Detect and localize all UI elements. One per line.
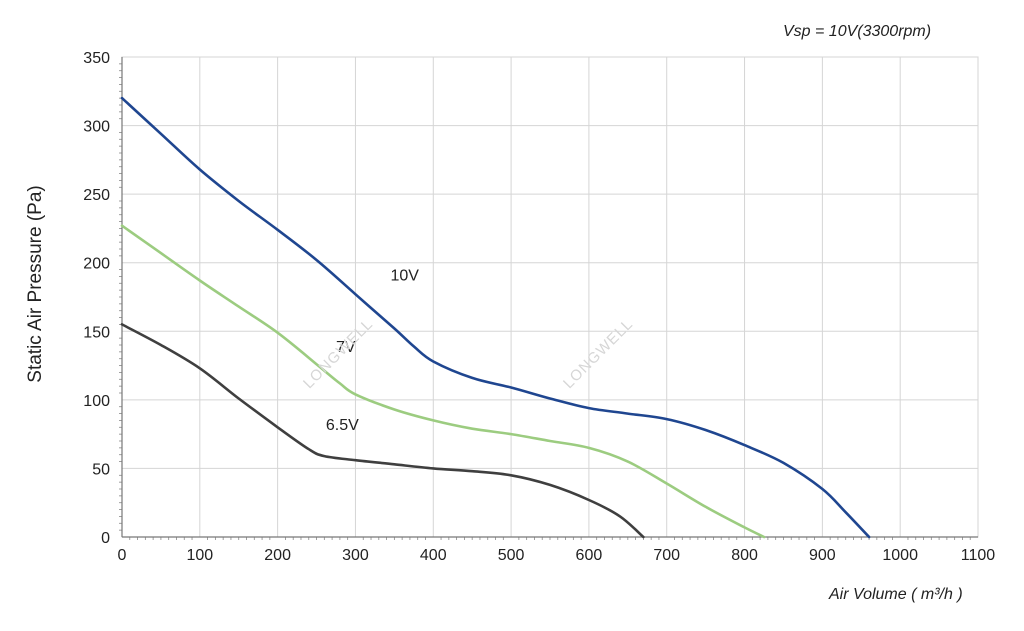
chart-subtitle: Vsp = 10V(3300rpm)	[783, 23, 932, 40]
y-tick-label: 350	[83, 50, 110, 67]
series-line-7v	[120, 224, 766, 539]
x-tick-label: 1000	[882, 547, 918, 564]
plot-area	[121, 56, 979, 538]
x-tick-label: 1100	[961, 547, 996, 564]
x-tick-label: 200	[264, 547, 291, 564]
series-label: 6.5V	[326, 417, 359, 434]
series-line-10v	[120, 96, 871, 539]
x-tick-label: 800	[731, 547, 758, 564]
series-label: 7V	[336, 339, 356, 356]
x-tick-label: 700	[653, 547, 680, 564]
y-tick-label: 0	[101, 530, 110, 547]
x-tick-label: 900	[809, 547, 836, 564]
x-tick-label: 500	[498, 547, 525, 564]
y-axis-label: Static Air Pressure (Pa)	[25, 185, 46, 382]
x-tick-label: 300	[342, 547, 369, 564]
series-label: 10V	[390, 268, 419, 285]
y-tick-label: 250	[83, 187, 110, 204]
y-tick-label: 150	[83, 324, 110, 341]
x-axis-label: Air Volume ( m³/h )	[829, 586, 963, 603]
x-tick-label: 100	[186, 547, 213, 564]
x-tick-label: 0	[118, 547, 127, 564]
y-tick-label: 200	[83, 256, 110, 273]
series-line-6-5v	[120, 323, 645, 539]
x-tick-label: 400	[420, 547, 447, 564]
y-tick-label: 300	[83, 119, 110, 136]
y-tick-label: 100	[83, 393, 110, 410]
x-tick-label: 600	[576, 547, 603, 564]
y-tick-label: 50	[92, 461, 110, 478]
